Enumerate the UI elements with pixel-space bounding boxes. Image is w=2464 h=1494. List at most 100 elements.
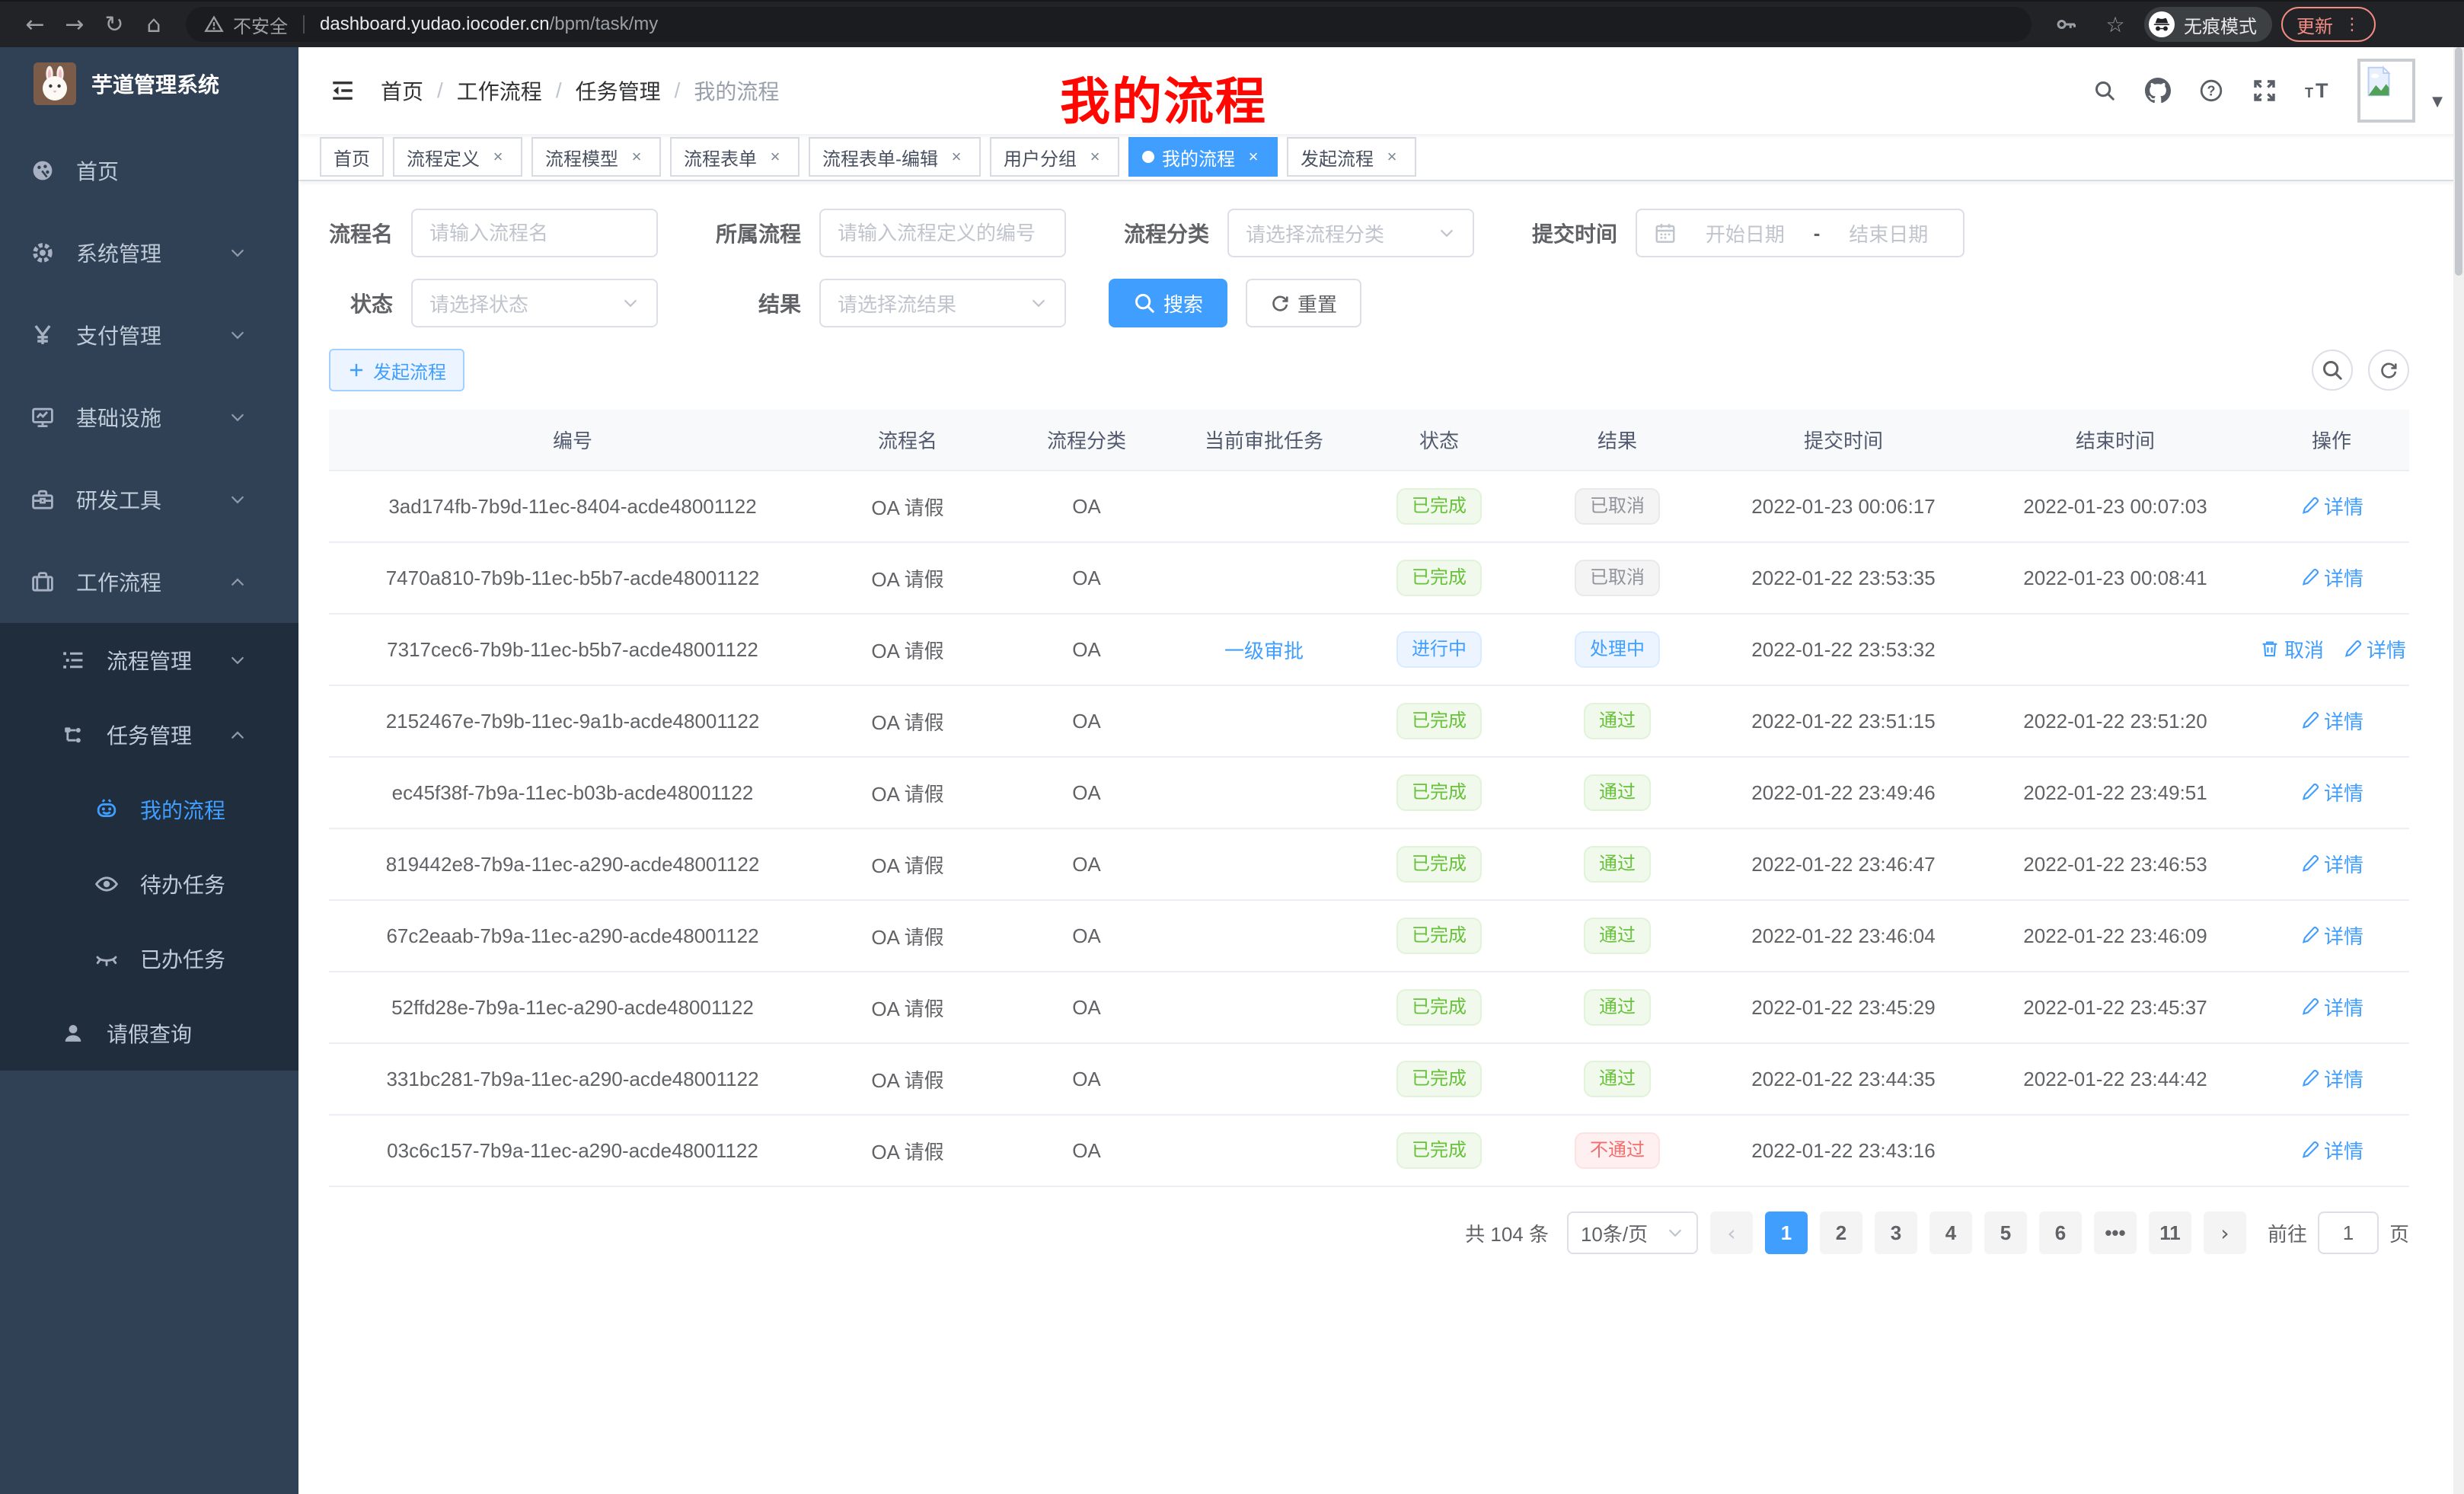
result-badge: 通过 <box>1584 774 1651 811</box>
filter-label-process-def: 所属流程 <box>716 222 802 246</box>
bookmark-star-icon[interactable]: ☆ <box>2105 11 2125 37</box>
close-icon[interactable]: × <box>1090 147 1100 166</box>
cell-current-task <box>1174 757 1354 829</box>
submit-time-range-picker[interactable]: 开始日期 - 结束日期 <box>1636 209 1965 257</box>
sidebar-item-workflow[interactable]: 工作流程 <box>0 541 298 623</box>
sidebar-item-task-mgmt[interactable]: 任务管理 <box>0 698 298 772</box>
process-name-input-field[interactable] <box>429 221 640 245</box>
process-def-input[interactable] <box>819 209 1067 257</box>
prev-page-button[interactable]: ‹ <box>1709 1211 1753 1254</box>
breadcrumb-workflow[interactable]: 工作流程 <box>456 80 542 104</box>
fullscreen-button[interactable] <box>2245 71 2284 110</box>
status-badge: 已完成 <box>1396 1132 1482 1169</box>
sidebar-item-dev-tools[interactable]: 研发工具 <box>0 458 298 541</box>
page-button-5[interactable]: 5 <box>1984 1211 2027 1254</box>
tab-start-process[interactable]: 发起流程 × <box>1287 137 1416 177</box>
dashboard-icon <box>30 158 55 183</box>
refresh-table-button[interactable] <box>2368 350 2409 391</box>
sidebar-item-process-mgmt[interactable]: 流程管理 <box>0 623 298 698</box>
tab-user-group[interactable]: 用户分组 × <box>990 137 1119 177</box>
detail-action-link[interactable]: 详情 <box>2300 993 2363 1021</box>
avatar-caret-icon[interactable]: ▼ <box>2432 93 2443 110</box>
process-name-input[interactable] <box>411 209 659 257</box>
reset-button[interactable]: 重置 <box>1246 279 1362 327</box>
edit-icon <box>2300 925 2319 945</box>
browser-menu-icon[interactable]: ⋮ <box>2344 14 2360 34</box>
sidebar-collapse-button[interactable] <box>317 65 369 117</box>
tab-home[interactable]: 首页 <box>320 137 384 177</box>
detail-action-link[interactable]: 详情 <box>2300 563 2363 592</box>
browser-forward-button[interactable]: → <box>65 11 85 38</box>
browser-back-button[interactable]: ← <box>25 11 45 38</box>
current-task-link[interactable]: 一级审批 <box>1224 639 1304 662</box>
detail-action-link[interactable]: 详情 <box>2300 1065 2363 1093</box>
sidebar-item-payment[interactable]: 支付管理 <box>0 294 298 376</box>
next-page-button[interactable]: › <box>2203 1211 2246 1254</box>
process-def-input-field[interactable] <box>838 221 1048 245</box>
close-icon[interactable]: × <box>1387 147 1397 166</box>
cancel-action-link[interactable]: 取消 <box>2260 635 2324 663</box>
page-scrollbar[interactable] <box>2453 47 2464 1494</box>
start-process-button[interactable]: 发起流程 <box>329 349 464 391</box>
close-icon[interactable]: × <box>1248 147 1259 166</box>
category-select[interactable]: 请选择流程分类 <box>1227 209 1475 257</box>
detail-action-link[interactable]: 详情 <box>2300 707 2363 735</box>
detail-action-link[interactable]: 详情 <box>2300 778 2363 806</box>
scrollbar-thumb[interactable] <box>2455 47 2462 276</box>
sidebar-item-todo-tasks[interactable]: 待办任务 <box>0 847 298 921</box>
github-button[interactable] <box>2138 71 2178 110</box>
tab-process-model[interactable]: 流程模型 × <box>531 137 661 177</box>
tab-process-form-edit[interactable]: 流程表单-编辑 × <box>809 137 981 177</box>
sidebar-item-system[interactable]: 系统管理 <box>0 212 298 294</box>
page-button-3[interactable]: 3 <box>1874 1211 1917 1254</box>
detail-action-label: 详情 <box>2323 495 2363 519</box>
close-icon[interactable]: × <box>770 147 780 166</box>
browser-reload-button[interactable]: ↻ <box>104 11 124 38</box>
fullscreen-icon <box>2252 78 2277 103</box>
warning-icon <box>204 14 224 34</box>
tab-process-form[interactable]: 流程表单 × <box>670 137 800 177</box>
close-icon[interactable]: × <box>631 147 642 166</box>
sidebar-item-my-process[interactable]: 我的流程 <box>0 772 298 847</box>
page-button-2[interactable]: 2 <box>1819 1211 1862 1254</box>
header-search-button[interactable] <box>2085 71 2124 110</box>
detail-action-link[interactable]: 详情 <box>2300 1136 2363 1164</box>
avatar[interactable] <box>2357 59 2416 123</box>
table-row: ec45f38f-7b9a-11ec-b03b-acde48001122 OA 请… <box>329 757 2409 829</box>
result-select[interactable]: 请选择流结果 <box>819 279 1067 327</box>
page-button-11[interactable]: 11 <box>2148 1211 2191 1254</box>
hamburger-icon <box>330 78 356 104</box>
tab-my-process[interactable]: 我的流程 × <box>1128 137 1278 177</box>
toggle-search-button[interactable] <box>2312 350 2353 391</box>
page-ellipsis[interactable]: ••• <box>2093 1211 2137 1254</box>
sidebar-item-infrastructure[interactable]: 基础设施 <box>0 376 298 458</box>
sidebar-item-done-tasks[interactable]: 已办任务 <box>0 921 298 996</box>
tab-process-definition[interactable]: 流程定义 × <box>393 137 522 177</box>
browser-home-button[interactable]: ⌂ <box>146 11 161 38</box>
page-button-4[interactable]: 4 <box>1929 1211 1972 1254</box>
close-icon[interactable]: × <box>493 147 503 166</box>
app-logo[interactable]: 芋道管理系统 <box>0 47 298 120</box>
detail-action-link[interactable]: 详情 <box>2300 921 2363 950</box>
browser-update-button[interactable]: 更新 ⋮ <box>2281 7 2376 42</box>
breadcrumb-task-mgmt[interactable]: 任务管理 <box>575 80 661 104</box>
page-button-1[interactable]: 1 <box>1764 1211 1808 1254</box>
detail-action-link[interactable]: 详情 <box>2300 492 2363 520</box>
breadcrumb-home[interactable]: 首页 <box>381 80 424 104</box>
address-bar[interactable]: 不安全 dashboard.yudao.iocoder.cn/bpm/task/… <box>186 7 2032 42</box>
detail-action-link[interactable]: 详情 <box>2300 850 2363 878</box>
page-size-select[interactable]: 10条/页 <box>1566 1211 1698 1254</box>
close-icon[interactable]: × <box>951 147 962 166</box>
password-key-icon[interactable] <box>2047 6 2086 43</box>
status-select[interactable]: 请选择状态 <box>411 279 659 327</box>
cell-process-id: 3ad174fb-7b9d-11ec-8404-acde48001122 <box>329 471 816 543</box>
help-button[interactable]: ? <box>2191 71 2231 110</box>
search-button[interactable]: 搜索 <box>1109 279 1228 327</box>
sidebar-item-leave-query[interactable]: 请假查询 <box>0 996 298 1071</box>
detail-action-link[interactable]: 详情 <box>2342 635 2406 663</box>
sidebar-item-home[interactable]: 首页 <box>0 129 298 212</box>
page-button-6[interactable]: 6 <box>2038 1211 2082 1254</box>
goto-page-input[interactable]: 1 <box>2317 1211 2379 1254</box>
cell-category: OA <box>999 1043 1174 1116</box>
